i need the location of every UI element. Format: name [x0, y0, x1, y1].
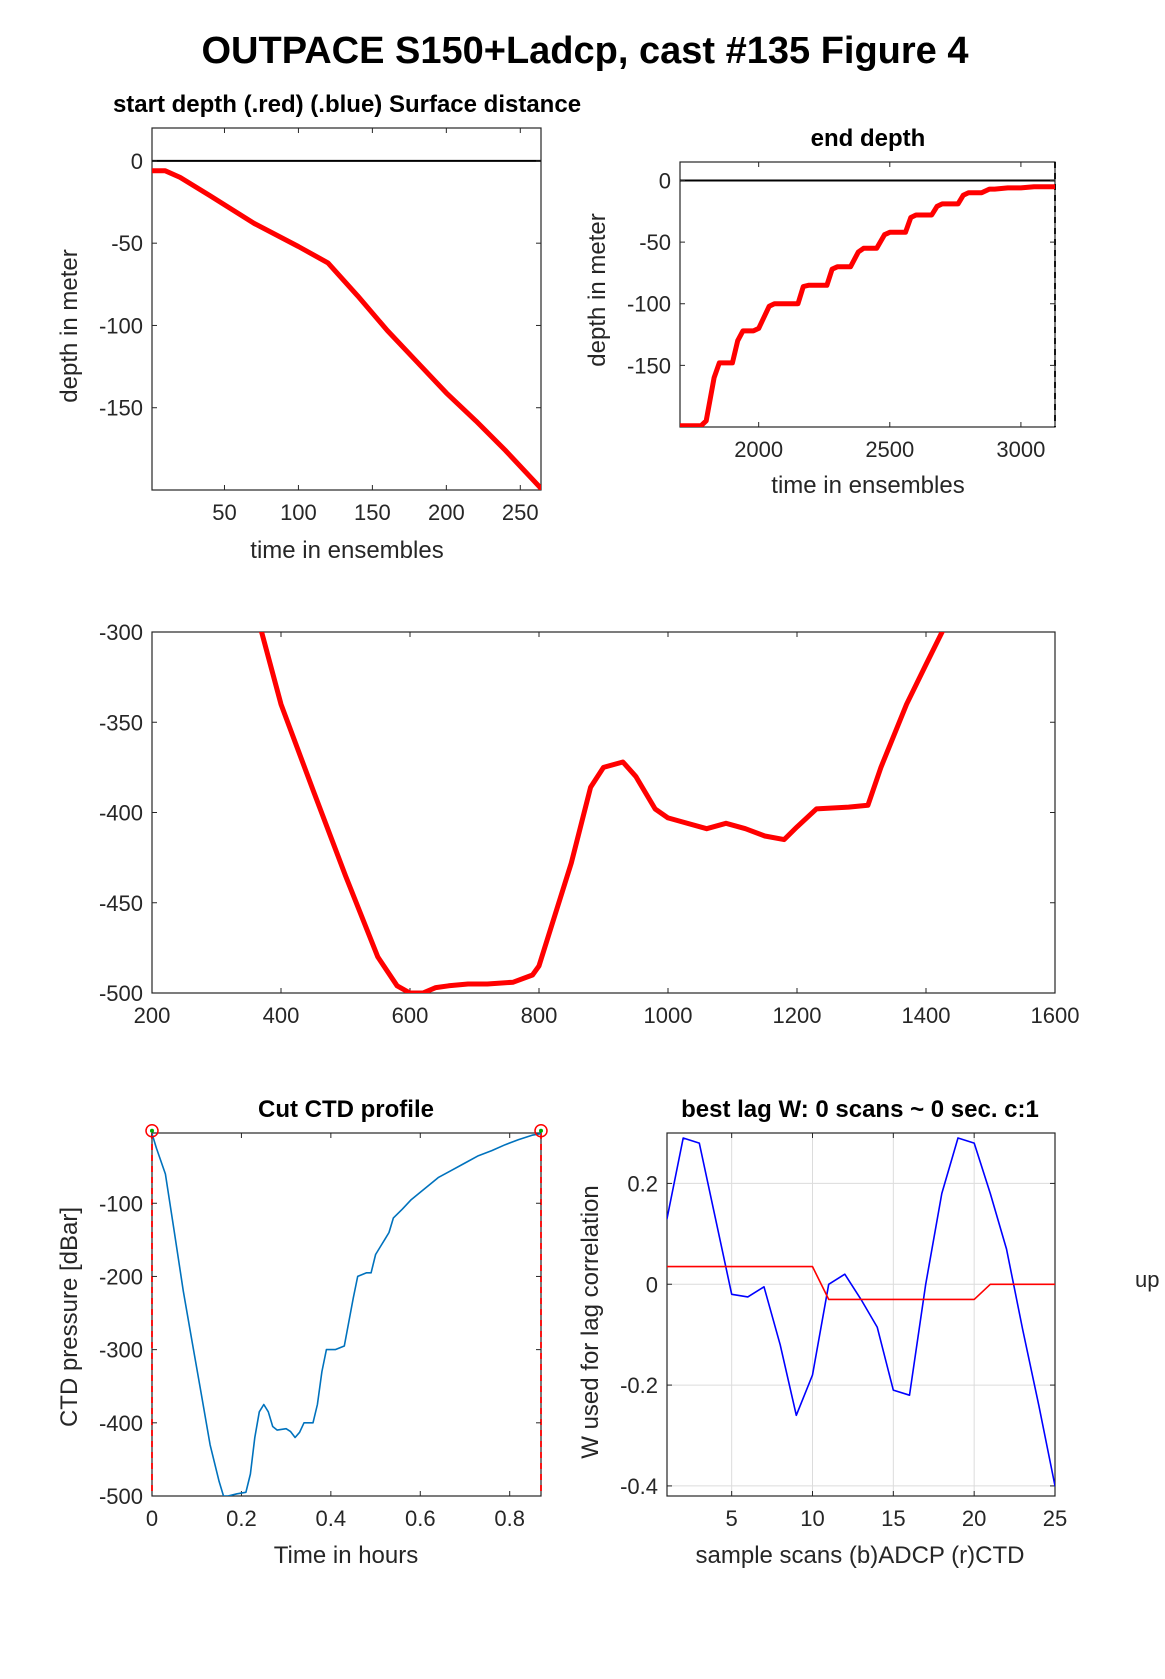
figure-title: OUTPACE S150+Ladcp, cast #135 Figure 4	[202, 30, 969, 72]
cut-point-center	[150, 1128, 154, 1133]
x-tick-label: 0.2	[226, 1506, 257, 1531]
axes-box	[151, 1132, 542, 1497]
end-depth-xlabel: time in ensembles	[771, 472, 964, 499]
series-line	[667, 1137, 1055, 1487]
lag-xlabel: sample scans (b)ADCP (r)CTD	[696, 1542, 1025, 1569]
y-tick-label: -450	[99, 891, 143, 916]
axes-box	[666, 1132, 1056, 1497]
y-tick-label: -50	[639, 230, 671, 255]
x-tick-label: 15	[881, 1506, 905, 1531]
y-tick-label: -400	[99, 1411, 143, 1436]
x-tick-label: 400	[263, 1003, 300, 1028]
y-tick-label: -150	[99, 396, 143, 421]
x-tick-label: 150	[354, 500, 391, 525]
start-depth-panel: start depth (.red) (.blue) Surface dista…	[56, 91, 581, 564]
x-tick-label: 0	[146, 1506, 158, 1531]
x-tick-label: 600	[392, 1003, 429, 1028]
x-tick-label: 1000	[644, 1003, 693, 1028]
end-depth-title: end depth	[811, 125, 926, 152]
series-line	[152, 168, 541, 490]
middle-depth-panel: 200 400 600 800 1000 1200 1400 1600 -300 -350 -400…	[99, 620, 1080, 1028]
ctd-xlabel: Time in hours	[274, 1542, 419, 1569]
y-tick-label: -500	[99, 1484, 143, 1509]
ctd-title: Cut CTD profile	[258, 1096, 434, 1123]
cut-point-marker	[534, 1123, 548, 1138]
series-line	[680, 184, 1055, 427]
y-tick-label: 0	[646, 1272, 658, 1297]
ctd-profile-panel: Cut CTD profile Time in hours CTD pressu…	[56, 1096, 548, 1569]
x-tick-label: 10	[800, 1506, 824, 1531]
y-tick-label: -0.4	[620, 1474, 658, 1499]
y-tick-label: 0	[131, 149, 143, 174]
y-tick-label: -500	[99, 981, 143, 1006]
side-label: up	[1135, 1267, 1159, 1292]
x-tick-label: 1600	[1031, 1003, 1080, 1028]
x-tick-label: 800	[521, 1003, 558, 1028]
axes-box	[151, 631, 1056, 994]
x-tick-label: 5	[726, 1506, 738, 1531]
y-tick-label: -200	[99, 1264, 143, 1289]
y-tick-label: -50	[111, 231, 143, 256]
y-tick-label: -400	[99, 801, 143, 826]
y-tick-label: -150	[627, 353, 671, 378]
x-tick-label: 2500	[865, 437, 914, 462]
axes-box	[679, 161, 1056, 428]
axes-box	[151, 127, 542, 491]
lag-correlation-panel: best lag W: 0 scans ~ 0 sec. c:1 sample …	[577, 1096, 1067, 1569]
x-tick-label: 0.4	[316, 1506, 347, 1531]
start-depth-ylabel: depth in meter	[56, 249, 83, 402]
y-tick-label: -0.2	[620, 1373, 658, 1398]
y-tick-label: -100	[99, 1191, 143, 1216]
start-depth-xlabel: time in ensembles	[250, 537, 443, 564]
x-tick-label: 1200	[773, 1003, 822, 1028]
y-tick-label: -350	[99, 710, 143, 735]
y-tick-label: -100	[627, 292, 671, 317]
x-tick-label: 2000	[734, 437, 783, 462]
x-tick-label: 20	[962, 1506, 986, 1531]
cut-point-marker	[145, 1123, 159, 1138]
x-tick-label: 200	[134, 1003, 171, 1028]
end-depth-panel: end depth time in ensembles depth in met…	[584, 125, 1056, 499]
y-tick-label: -300	[99, 620, 143, 645]
y-tick-label: -300	[99, 1338, 143, 1363]
y-tick-label: 0	[659, 168, 671, 193]
x-tick-label: 25	[1043, 1506, 1067, 1531]
y-tick-label: 0.2	[627, 1171, 658, 1196]
x-tick-label: 0.6	[405, 1506, 436, 1531]
x-tick-label: 100	[280, 500, 317, 525]
y-tick-label: -100	[99, 313, 143, 338]
series-line	[667, 1265, 1055, 1301]
end-depth-ylabel: depth in meter	[584, 213, 611, 366]
x-tick-label: 0.8	[494, 1506, 525, 1531]
cut-point-center	[539, 1128, 543, 1133]
series-line	[152, 1133, 541, 1496]
x-tick-label: 1400	[902, 1003, 951, 1028]
ctd-ylabel: CTD pressure [dBar]	[56, 1207, 83, 1427]
series-line	[259, 632, 945, 993]
x-tick-label: 3000	[996, 437, 1045, 462]
lag-title: best lag W: 0 scans ~ 0 sec. c:1	[681, 1096, 1039, 1123]
x-tick-label: 200	[428, 500, 465, 525]
lag-ylabel: W used for lag correlation	[577, 1185, 604, 1458]
x-tick-label: 250	[502, 500, 539, 525]
x-tick-label: 50	[212, 500, 236, 525]
start-depth-title: start depth (.red) (.blue) Surface dista…	[113, 91, 581, 118]
